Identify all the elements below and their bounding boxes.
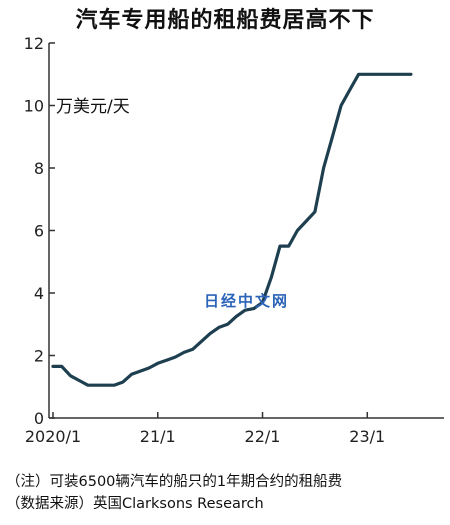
y-tick-label: 12: [24, 34, 44, 53]
x-tick-label: 22/1: [245, 427, 281, 446]
x-tick-label: 21/1: [140, 427, 176, 446]
data-source-note: （数据来源）英国Clarksons Research: [6, 496, 264, 512]
watermark-text: 日经中文网: [204, 292, 290, 310]
y-tick-label: 6: [34, 222, 44, 241]
y-tick-label: 0: [34, 409, 44, 428]
chart-title: 汽车专用船的租船费居高不下: [75, 8, 375, 33]
x-tick-label: 2020/1: [25, 427, 81, 446]
y-axis-unit-label: 万美元/天: [56, 97, 130, 117]
y-tick-label: 2: [34, 347, 44, 366]
y-tick-label: 4: [34, 284, 44, 303]
chart-note: （注）可装6500辆汽车的船只的1年期合约的租船费: [6, 474, 343, 490]
series-line: [51, 72, 413, 387]
y-tick-label: 10: [24, 97, 44, 116]
y-tick-label: 8: [34, 159, 44, 178]
line-chart: 0 2 4 6 8 10 12 2020/1 21/1 22/1 23/1: [24, 34, 444, 446]
x-tick-label: 23/1: [349, 427, 385, 446]
